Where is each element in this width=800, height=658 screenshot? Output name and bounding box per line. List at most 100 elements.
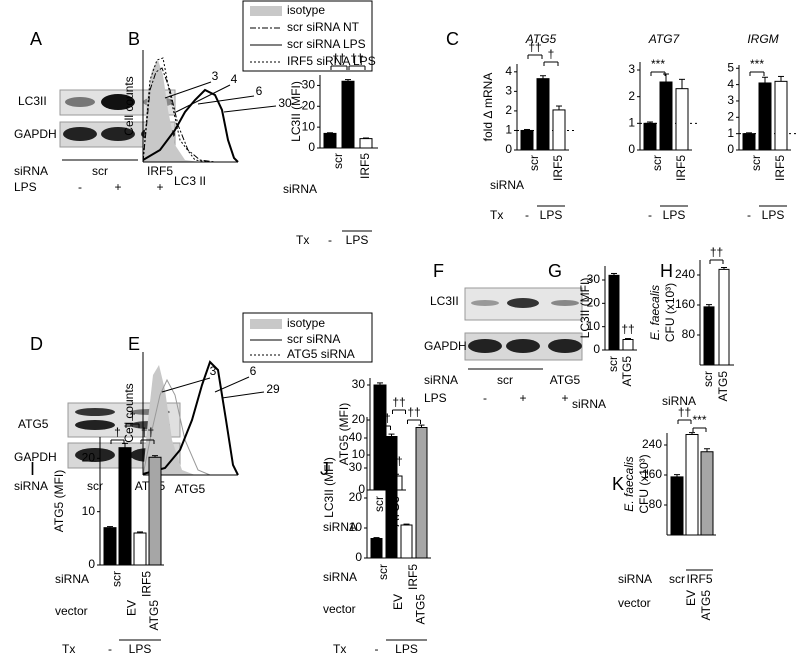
lane-name: LPS — [14, 180, 37, 194]
row-label: scr — [606, 356, 620, 372]
bar — [133, 532, 147, 566]
y-tick-label: 10 — [82, 504, 96, 518]
y-tick-label: 240 — [642, 437, 662, 451]
lane-label: + — [561, 391, 568, 405]
bar — [675, 88, 689, 151]
row-name: siRNA — [662, 394, 696, 408]
bar — [685, 434, 699, 536]
row-label: LPS — [395, 642, 418, 656]
row-name: siRNA — [323, 520, 357, 534]
y-tick-label: 10 — [349, 520, 363, 534]
y-tick-label: 0 — [308, 140, 315, 154]
blot-row-label: LC3II — [430, 294, 459, 308]
y-tick-label: 1 — [505, 123, 512, 137]
curve — [142, 88, 239, 163]
row-label: scr — [331, 153, 345, 169]
significance: †† — [621, 322, 634, 336]
panel-label: C — [446, 29, 459, 49]
y-tick-label: 2 — [727, 109, 734, 123]
leader — [175, 84, 231, 113]
y-tick-label: 0 — [355, 550, 362, 564]
row-label: - — [747, 208, 751, 222]
significance: † — [129, 409, 136, 423]
row-name: vector — [55, 604, 88, 618]
chart-title: IRGM — [747, 32, 778, 46]
curve — [142, 378, 211, 476]
bar — [385, 436, 398, 559]
y-axis-label: E. faecalis — [648, 285, 662, 340]
lane-label: + — [114, 180, 121, 194]
y-tick-label: 30 — [587, 272, 601, 286]
y-tick-label: 0 — [358, 482, 365, 496]
significance: *** — [651, 57, 665, 71]
y-axis-label: ATG5 (MFI) — [52, 470, 66, 532]
y-tick-label: 20 — [302, 98, 316, 112]
blot-row-label: ATG5 — [18, 417, 49, 431]
y-tick-label: 20 — [587, 296, 601, 310]
band — [75, 408, 115, 416]
band — [101, 94, 135, 110]
y-tick-label: 3 — [628, 62, 635, 76]
curve — [142, 57, 211, 163]
y-tick-label: 240 — [675, 267, 695, 281]
band — [551, 300, 579, 306]
y-tick-label: 20 — [352, 412, 366, 426]
mfi-label: 6 — [256, 84, 263, 98]
y-tick-label: 1 — [628, 116, 635, 130]
row-label: ATG5 — [620, 356, 634, 387]
row-name: Tx — [62, 642, 75, 656]
panel-label: J — [320, 459, 329, 479]
significance: †† — [392, 395, 405, 409]
row-label: IRF5 — [686, 572, 712, 586]
lane-name: siRNA — [424, 373, 458, 387]
blot: LC3II GAPDH siRNA scr ATG5 LPS - + + — [424, 287, 583, 405]
lane-label: IRF5 — [147, 164, 173, 178]
y-tick-label: 3 — [727, 93, 734, 107]
row-label: LPS — [129, 642, 152, 656]
row-label: scr — [650, 155, 664, 171]
panel-label: I — [30, 459, 35, 479]
y-axis-label: CFU (x10³) — [663, 283, 677, 342]
y-tick-label: 30 — [302, 78, 316, 92]
row-label: scr — [669, 572, 685, 586]
band — [75, 448, 115, 462]
y-axis-label: E. faecalis — [622, 456, 636, 511]
axis-label: ATG5 — [175, 482, 206, 496]
y-tick-label: 40 — [349, 430, 363, 444]
y-tick-label: 0 — [88, 557, 95, 571]
band — [471, 300, 499, 306]
bar — [659, 81, 673, 151]
y-tick-label: 10 — [587, 319, 601, 333]
significance: †† — [407, 405, 420, 419]
panel-label: H — [660, 261, 673, 281]
row-label: ATG5 — [716, 371, 730, 402]
y-tick-label: 0 — [628, 142, 635, 156]
leader — [164, 81, 212, 99]
band — [65, 97, 95, 107]
y-axis-label: LC3II (MFI) — [578, 278, 592, 339]
y-tick-label: 80 — [649, 497, 663, 511]
row-label: LPS — [346, 233, 369, 247]
significance: †† — [350, 51, 363, 65]
row-label: scr — [376, 564, 390, 580]
y-tick-label: 1 — [727, 126, 734, 140]
band — [101, 127, 135, 141]
y-tick-label: 30 — [349, 460, 363, 474]
leader — [197, 95, 255, 105]
y-tick-label: 10 — [302, 119, 316, 133]
y-axis-label: LC3II (MFI) — [322, 457, 336, 518]
bar — [415, 427, 428, 559]
lane-label: - — [78, 180, 82, 194]
row-label: - — [328, 233, 332, 247]
row-label: - — [375, 642, 379, 656]
y-axis-label: LC3II (MFI) — [289, 81, 303, 142]
row-label: - — [108, 642, 112, 656]
row-label: ATG5 — [147, 600, 161, 631]
lane-label: scr — [497, 373, 513, 387]
panel-label: E — [128, 334, 140, 354]
panel-label: F — [433, 261, 444, 281]
y-tick-label: 0 — [593, 342, 600, 356]
leader — [223, 105, 277, 113]
lane-label: + — [156, 180, 163, 194]
leader — [221, 391, 265, 399]
